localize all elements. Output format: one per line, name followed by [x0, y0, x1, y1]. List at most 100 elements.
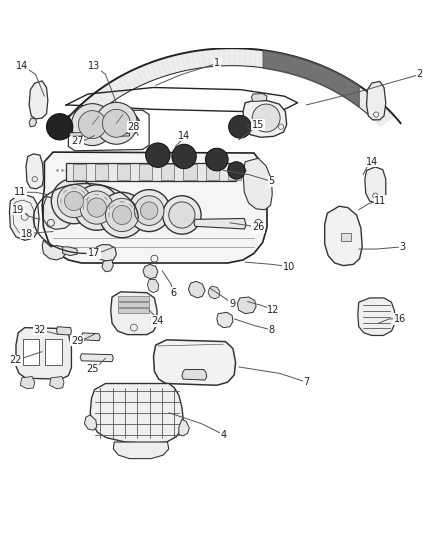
Polygon shape — [249, 49, 256, 67]
Polygon shape — [341, 80, 356, 98]
Polygon shape — [81, 333, 100, 341]
Polygon shape — [179, 419, 189, 436]
Polygon shape — [141, 64, 153, 82]
Text: 22: 22 — [10, 356, 22, 365]
Bar — [118, 302, 149, 306]
Polygon shape — [187, 52, 195, 70]
Bar — [45, 340, 62, 365]
Polygon shape — [148, 280, 159, 293]
Polygon shape — [171, 55, 181, 73]
Text: 10: 10 — [283, 262, 295, 271]
Circle shape — [99, 192, 145, 238]
Circle shape — [57, 184, 91, 217]
Polygon shape — [112, 133, 130, 136]
Polygon shape — [349, 86, 364, 102]
Circle shape — [228, 161, 245, 179]
Circle shape — [64, 191, 84, 211]
Polygon shape — [240, 49, 246, 66]
Polygon shape — [364, 99, 380, 114]
Polygon shape — [166, 56, 176, 74]
Text: 14: 14 — [16, 61, 28, 71]
Text: 27: 27 — [71, 136, 83, 146]
Polygon shape — [150, 61, 162, 79]
Polygon shape — [307, 62, 319, 80]
Circle shape — [102, 109, 131, 138]
Polygon shape — [88, 95, 104, 111]
Polygon shape — [365, 167, 386, 203]
Circle shape — [46, 114, 73, 140]
Circle shape — [172, 144, 196, 169]
Polygon shape — [29, 81, 48, 119]
Polygon shape — [111, 292, 157, 335]
Polygon shape — [113, 442, 169, 458]
Polygon shape — [302, 61, 314, 79]
Polygon shape — [71, 114, 141, 142]
Circle shape — [113, 205, 132, 224]
Circle shape — [71, 103, 113, 146]
Text: 4: 4 — [220, 430, 226, 440]
Polygon shape — [155, 59, 166, 77]
Polygon shape — [84, 99, 100, 114]
Polygon shape — [143, 264, 158, 279]
Polygon shape — [367, 82, 386, 120]
Text: 11: 11 — [14, 187, 26, 197]
Bar — [139, 164, 152, 180]
Polygon shape — [49, 376, 64, 389]
Circle shape — [95, 102, 138, 144]
Polygon shape — [371, 105, 387, 120]
Polygon shape — [274, 53, 283, 70]
Polygon shape — [213, 49, 220, 66]
Bar — [341, 233, 351, 241]
Polygon shape — [176, 54, 186, 71]
Polygon shape — [358, 298, 395, 335]
Polygon shape — [16, 328, 71, 379]
Bar — [66, 163, 237, 181]
Text: 8: 8 — [268, 325, 275, 335]
Text: 11: 11 — [374, 196, 387, 206]
Polygon shape — [153, 340, 236, 385]
Polygon shape — [113, 78, 127, 95]
Bar — [205, 164, 219, 180]
Polygon shape — [29, 118, 36, 127]
Bar — [184, 164, 197, 180]
Polygon shape — [10, 195, 39, 240]
Polygon shape — [337, 78, 351, 95]
Polygon shape — [320, 69, 333, 86]
Polygon shape — [192, 51, 200, 69]
Polygon shape — [325, 71, 338, 88]
Text: 5: 5 — [268, 176, 275, 187]
Polygon shape — [345, 84, 360, 100]
Polygon shape — [288, 56, 299, 74]
Polygon shape — [73, 109, 90, 123]
Polygon shape — [360, 95, 376, 111]
Polygon shape — [26, 154, 43, 189]
Polygon shape — [224, 48, 230, 66]
Circle shape — [205, 148, 228, 171]
Polygon shape — [194, 219, 246, 229]
Text: 18: 18 — [21, 229, 33, 239]
Polygon shape — [42, 152, 267, 263]
Polygon shape — [122, 73, 135, 90]
Polygon shape — [181, 53, 191, 70]
Polygon shape — [77, 105, 93, 120]
Polygon shape — [145, 62, 157, 80]
Polygon shape — [117, 76, 131, 93]
Text: 15: 15 — [252, 119, 265, 130]
Text: 16: 16 — [394, 314, 406, 324]
Circle shape — [78, 111, 106, 139]
Text: 3: 3 — [399, 242, 406, 252]
Text: 9: 9 — [229, 298, 235, 309]
Polygon shape — [353, 89, 368, 106]
Text: 19: 19 — [12, 205, 24, 215]
Polygon shape — [377, 112, 394, 126]
Circle shape — [146, 143, 170, 167]
Polygon shape — [297, 59, 309, 77]
Bar — [117, 164, 130, 180]
Bar — [95, 164, 108, 180]
Polygon shape — [325, 206, 362, 265]
Polygon shape — [104, 84, 119, 100]
Text: 24: 24 — [152, 316, 164, 326]
Circle shape — [106, 198, 139, 231]
Polygon shape — [42, 240, 66, 260]
Text: 14: 14 — [366, 157, 378, 167]
